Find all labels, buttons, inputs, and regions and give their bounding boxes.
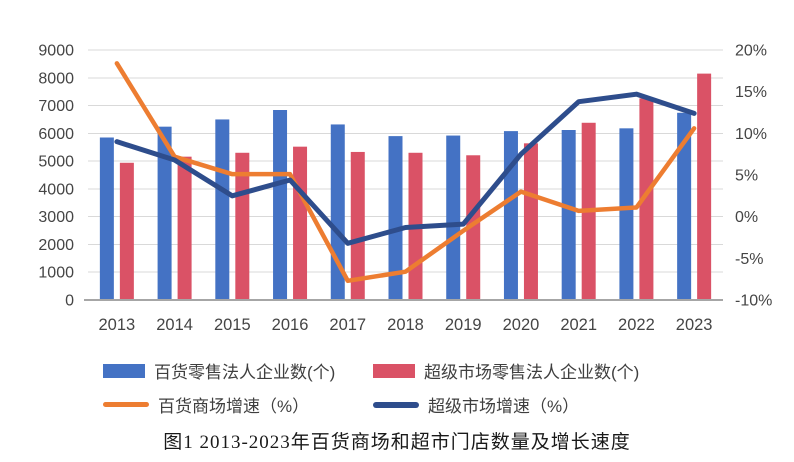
legend-label-dept-store-count: 百货零售法人企业数(个) (154, 363, 336, 382)
right-axis-tick-0%: 0% (735, 209, 758, 226)
x-axis-label-2023: 2023 (676, 316, 713, 334)
x-axis-label-2014: 2014 (156, 316, 193, 334)
bar-dept-store-count-2019 (446, 135, 461, 300)
bar-supermarket-count-2014 (177, 156, 192, 300)
legend-label-supermarket-growth: 超级市场增速（%） (428, 397, 580, 416)
x-axis-label-2022: 2022 (618, 316, 655, 334)
left-axis-tick-4000: 4000 (38, 181, 74, 198)
right-axis-tick-5%: 5% (735, 168, 758, 185)
legend-row-1: 百货零售法人企业数(个) 超级市场零售法人企业数(个) (103, 358, 743, 383)
legend-item-dept-store-growth: 百货商场增速（%） (103, 392, 373, 417)
figure-caption: 图1 2013-2023年百货商场和超市门店数量及增长速度 (163, 432, 631, 453)
left-axis-tick-3000: 3000 (38, 209, 74, 226)
bar-supermarket-count-2017 (350, 151, 365, 300)
right-axis-tick-15%: 15% (735, 84, 767, 101)
x-axis-label-2020: 2020 (503, 316, 540, 334)
left-axis-tick-8000: 8000 (38, 70, 74, 87)
bar-supermarket-count-2019 (466, 155, 481, 300)
bar-dept-store-count-2021 (561, 130, 576, 300)
right-axis-tick-20%: 20% (735, 43, 767, 60)
x-axis-label-2015: 2015 (214, 316, 251, 334)
left-axis-tick-6000: 6000 (38, 126, 74, 143)
legend-item-dept-store-count: 百货零售法人企业数(个) (103, 358, 373, 383)
dept-store-growth-line-swatch (103, 402, 149, 407)
right-axis-tick-10%: 10% (735, 126, 767, 143)
right-axis-tick--5%: -5% (735, 251, 763, 268)
left-axis-tick-7000: 7000 (38, 98, 74, 115)
bar-supermarket-count-2022 (639, 98, 654, 300)
bar-dept-store-count-2023 (677, 112, 692, 301)
left-axis-tick-2000: 2000 (38, 237, 74, 254)
legend: 百货零售法人企业数(个) 超级市场零售法人企业数(个) 百货商场增速（%） 超级… (103, 358, 743, 417)
dept-store-bar-swatch (103, 363, 145, 378)
legend-label-supermarket-count: 超级市场零售法人企业数(个) (424, 363, 640, 382)
bar-dept-store-count-2022 (619, 128, 634, 300)
x-axis-label-2013: 2013 (99, 316, 136, 334)
x-axis-label-2019: 2019 (445, 316, 482, 334)
bar-dept-store-count-2014 (157, 126, 172, 301)
right-axis-tick--10%: -10% (735, 293, 772, 310)
x-axis-label-2016: 2016 (272, 316, 309, 334)
supermarket-growth-line-swatch (373, 401, 419, 408)
legend-item-supermarket-growth: 超级市场增速（%） (373, 392, 579, 417)
supermarket-bar-swatch (373, 363, 415, 378)
bar-dept-store-count-2016 (273, 110, 288, 300)
bar-supermarket-count-2013 (119, 162, 134, 300)
combo-chart: 9000 8000 7000 6000 5000 4000 3000 2000 1000 0 20%… (38, 43, 772, 335)
x-axis-label-2017: 2017 (329, 316, 366, 334)
legend-label-dept-store-growth: 百货商场增速（%） (158, 397, 310, 416)
left-axis-tick-0: 0 (65, 293, 74, 310)
line-dept-store-growth (114, 61, 697, 284)
line-supermarket-growth (114, 91, 697, 246)
bar-supermarket-count-2023 (697, 73, 712, 300)
bar-supermarket-count-2016 (293, 146, 308, 300)
legend-item-supermarket-count: 超级市场零售法人企业数(个) (373, 358, 639, 383)
bar-dept-store-count-2015 (215, 119, 230, 300)
bar-supermarket-count-2020 (523, 143, 538, 300)
bar-dept-store-count-2018 (388, 136, 403, 300)
left-axis-tick-1000: 1000 (38, 265, 74, 282)
x-axis-label-2021: 2021 (560, 316, 597, 334)
left-axis-tick-9000: 9000 (38, 43, 74, 60)
x-axis-label-2018: 2018 (387, 316, 424, 334)
left-axis-tick-5000: 5000 (38, 154, 74, 171)
legend-row-2: 百货商场增速（%） 超级市场增速（%） (103, 392, 743, 417)
bar-dept-store-count-2013 (99, 137, 114, 300)
